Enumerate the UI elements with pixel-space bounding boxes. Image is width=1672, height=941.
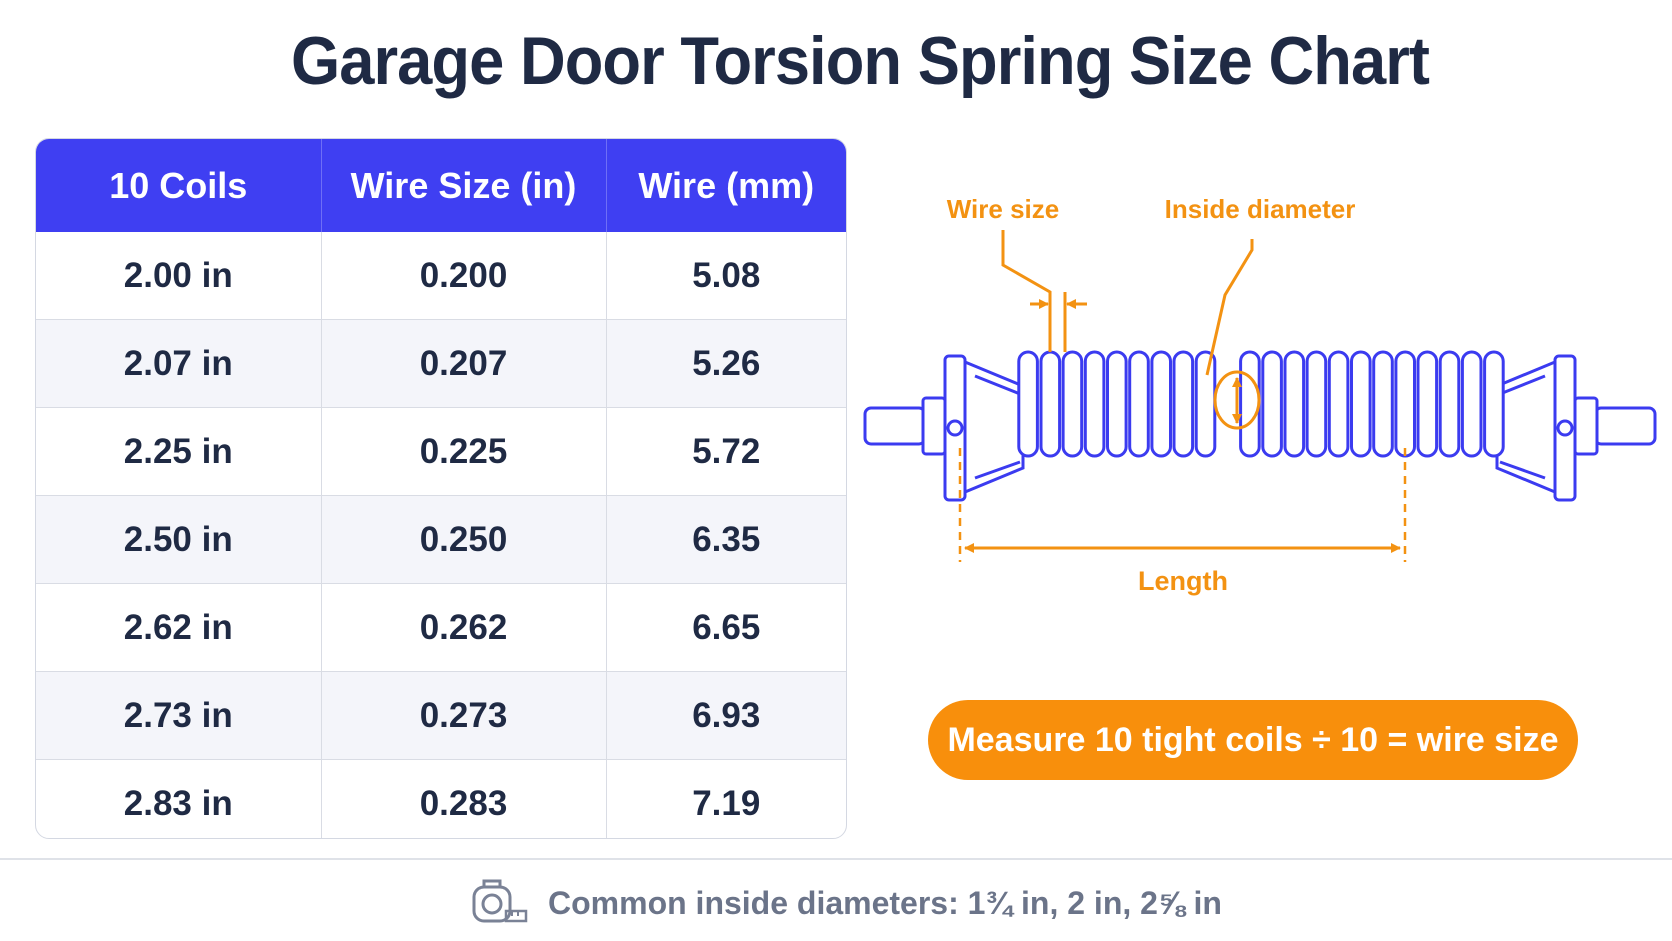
header-wire-size-in: Wire Size (in): [321, 139, 607, 232]
spring-coil: [1394, 350, 1417, 458]
header-coils: 10 Coils: [36, 139, 322, 232]
table-row: 2.07 in 0.207 5.26: [36, 319, 846, 408]
winding-cone-left: [921, 354, 1025, 502]
spring-coil: [1438, 350, 1461, 458]
spring-coil: [1017, 350, 1039, 458]
spring-coil: [1261, 350, 1283, 458]
spring-illustration: Wire size Inside diameter Length: [863, 194, 1657, 596]
tape-measure-icon: [472, 879, 528, 923]
table-row: 2.73 in 0.273 6.93: [36, 671, 846, 760]
inside-diameter-marker: [1205, 239, 1261, 430]
spring-coil: [1061, 350, 1084, 458]
cell-wire-mm: 5.08: [606, 232, 846, 320]
cell-wire-in: 0.200: [321, 232, 607, 320]
table-row: 2.83 in 0.283 7.19: [36, 759, 846, 838]
cell-wire-mm: 6.65: [606, 583, 846, 672]
measure-callout: Measure 10 tight coils ÷ 10 = wire size: [928, 700, 1578, 780]
table-row: 2.50 in 0.250 6.35: [36, 495, 846, 584]
spring-coil: [1350, 350, 1372, 458]
length-label: Length: [1138, 566, 1228, 596]
table-row: 2.62 in 0.262 6.65: [36, 583, 846, 672]
footer-text: Common inside diameters: 1¾ in, 2 in, 2⅝…: [548, 884, 1222, 921]
inside-diameter-label: Inside diameter: [1165, 194, 1356, 224]
cell-wire-mm: 6.35: [606, 495, 846, 584]
footer-divider: [0, 858, 1672, 860]
length-dimension: [958, 448, 1407, 562]
cell-wire-mm: 6.93: [606, 671, 846, 760]
spring-size-table: 10 Coils Wire Size (in) Wire (mm) 2.00 i…: [35, 138, 847, 839]
wire-size-label: Wire size: [947, 194, 1059, 224]
cell-coils: 2.00 in: [36, 232, 322, 320]
cell-wire-in: 0.283: [321, 759, 607, 838]
spring-coil: [1305, 350, 1328, 458]
spring-coils: [1017, 350, 1505, 458]
spring-coil: [1194, 350, 1217, 458]
cell-coils: 2.25 in: [36, 407, 322, 496]
winding-cone-right: [1495, 354, 1599, 502]
spring-diagram: Wire size Inside diameter Length: [855, 180, 1672, 660]
cell-coils: 2.07 in: [36, 319, 322, 408]
spring-coil: [1239, 350, 1261, 458]
table-header-row: 10 Coils Wire Size (in) Wire (mm): [36, 139, 846, 232]
spring-coil: [1483, 350, 1505, 458]
cell-wire-mm: 5.72: [606, 407, 846, 496]
cell-coils: 2.62 in: [36, 583, 322, 672]
table-row: 2.00 in 0.200 5.08: [36, 232, 846, 320]
spring-coil: [1283, 350, 1306, 458]
cell-wire-mm: 7.19: [692, 783, 761, 823]
cell-wire-in: 0.225: [321, 407, 607, 496]
cell-wire-mm: 5.26: [606, 319, 846, 408]
cell-wire-in: 0.207: [321, 319, 607, 408]
spring-coil: [1460, 350, 1483, 458]
cell-wire-in: 0.250: [321, 495, 607, 584]
spring-coil: [1327, 350, 1350, 458]
spring-coil: [1372, 350, 1394, 458]
header-wire-mm: Wire (mm): [606, 139, 846, 232]
cell-wire-in: 0.273: [321, 671, 607, 760]
shaft-left: [863, 406, 927, 446]
cell-coils: 2.83 in: [36, 759, 322, 838]
spring-coil: [1128, 350, 1150, 458]
shaft-right: [1593, 406, 1657, 446]
wire-size-marker: [1001, 230, 1087, 352]
spring-coil: [1106, 350, 1128, 458]
footer-note: Common inside diameters: 1¾ in, 2 in, 2⅝…: [470, 875, 1222, 931]
spring-coil: [1150, 350, 1172, 458]
page-title: Garage Door Torsion Spring Size Chart: [290, 23, 1430, 99]
cell-wire-in: 0.262: [321, 583, 607, 672]
spring-coil: [1039, 350, 1062, 458]
table-row: 2.25 in 0.225 5.72: [36, 407, 846, 496]
spring-coil: [1083, 350, 1106, 458]
cell-coils: 2.73 in: [36, 671, 322, 760]
spring-coil: [1172, 350, 1195, 458]
spring-coil: [1416, 350, 1439, 458]
cell-coils: 2.50 in: [36, 495, 322, 584]
